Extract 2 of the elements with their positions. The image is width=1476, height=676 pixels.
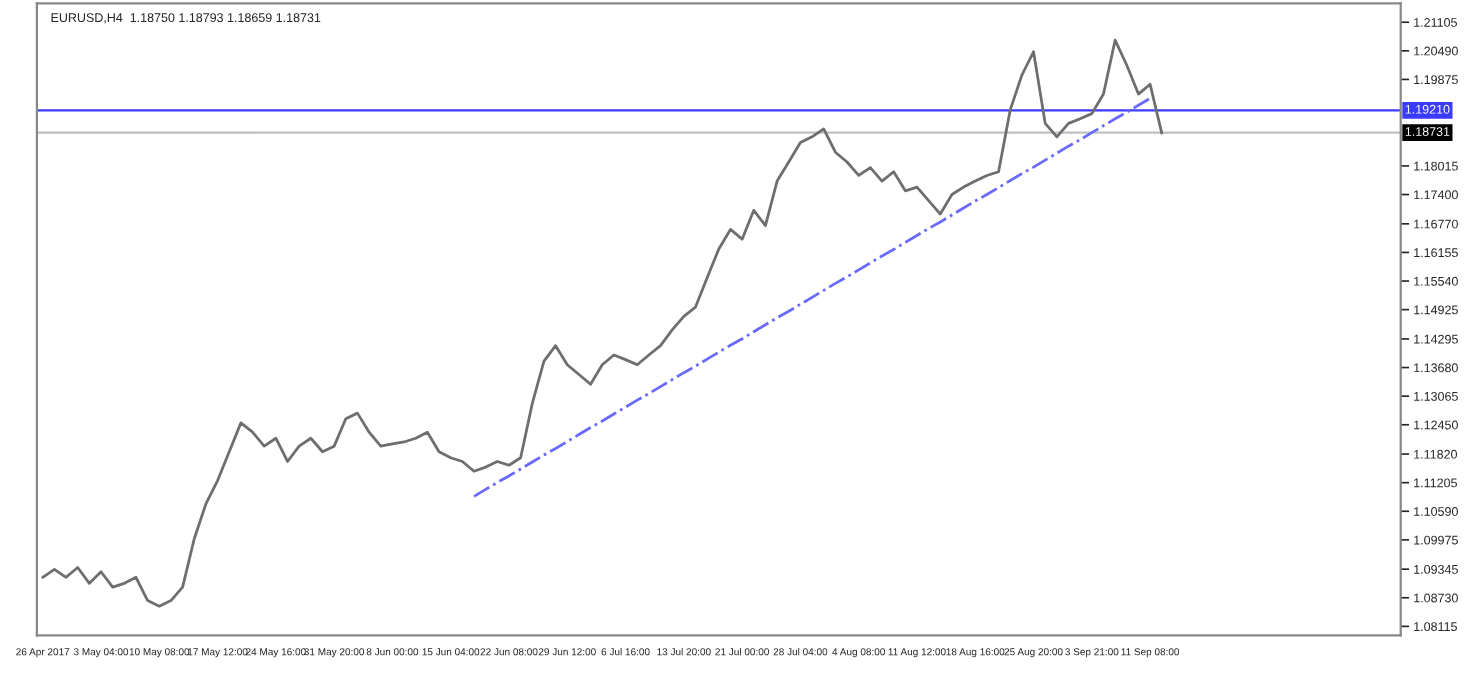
line-series [472,96,1152,498]
line-series [41,38,1164,608]
